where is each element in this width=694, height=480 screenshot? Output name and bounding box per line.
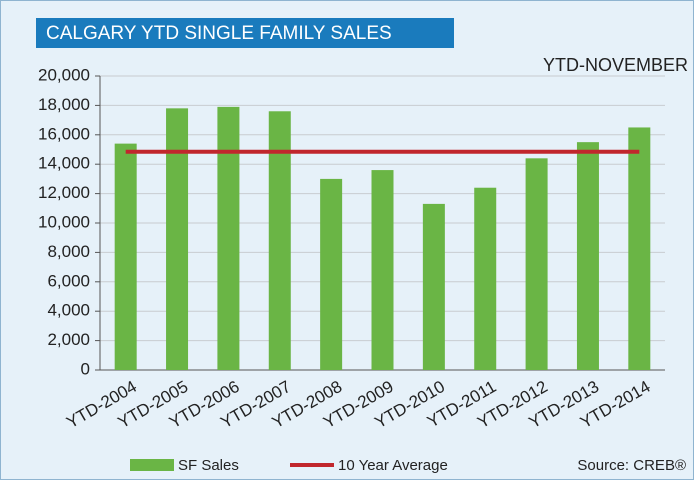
annotation: YTD-NOVEMBER	[543, 55, 688, 75]
bar	[576, 142, 599, 370]
bar	[371, 170, 394, 370]
bar	[217, 106, 240, 371]
y-tick-label: 4,000	[47, 301, 90, 320]
y-tick-label: 10,000	[38, 212, 90, 231]
chart-title: CALGARY YTD SINGLE FAMILY SALES	[46, 23, 392, 44]
bar	[422, 203, 445, 370]
y-tick-label: 14,000	[38, 154, 90, 173]
y-tick-label: 20,000	[38, 65, 90, 84]
bar	[474, 187, 497, 370]
bar	[114, 143, 137, 370]
bar	[525, 158, 548, 370]
legend-swatch	[130, 459, 174, 471]
y-tick-label: 12,000	[38, 183, 90, 202]
bar	[320, 178, 343, 370]
y-tick-label: 18,000	[38, 95, 90, 114]
bar	[166, 108, 189, 370]
y-tick-label: 6,000	[47, 271, 90, 290]
y-tick-label: 16,000	[38, 124, 90, 143]
legend-label: SF Sales	[178, 457, 239, 474]
bar	[268, 111, 291, 370]
y-tick-label: 2,000	[47, 330, 90, 349]
y-tick-label: 8,000	[47, 242, 90, 261]
title-box	[36, 18, 454, 48]
legend-label: 10 Year Average	[338, 457, 448, 474]
y-tick-label: 0	[81, 359, 90, 378]
source: Source: CREB®	[577, 457, 686, 474]
bar	[628, 127, 651, 370]
